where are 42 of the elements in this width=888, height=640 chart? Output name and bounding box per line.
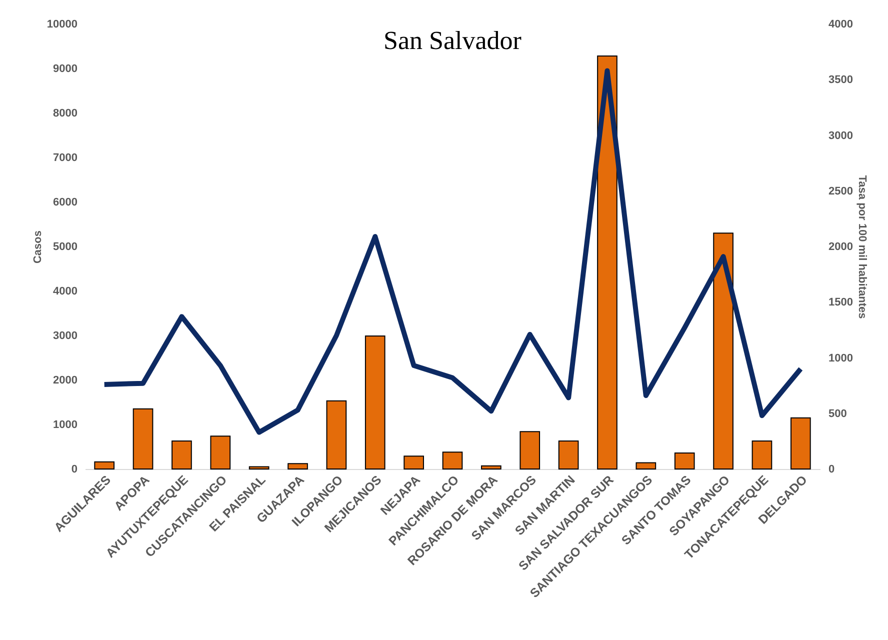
y2-tick-label: 3500 bbox=[828, 74, 853, 86]
y2-tick-label: 500 bbox=[828, 408, 847, 420]
bar bbox=[172, 440, 192, 470]
y-tick-label: 4000 bbox=[53, 286, 78, 298]
y-tick-label: 9000 bbox=[53, 63, 78, 75]
y-tick-label: 5000 bbox=[53, 241, 78, 253]
y-tick-label: 0 bbox=[71, 464, 78, 476]
y-tick-label: 2000 bbox=[53, 374, 78, 386]
bar bbox=[442, 452, 463, 470]
bar bbox=[94, 461, 115, 470]
bar bbox=[752, 440, 772, 470]
bar bbox=[288, 463, 308, 470]
bar bbox=[636, 462, 656, 470]
bar bbox=[558, 440, 579, 470]
bar bbox=[132, 408, 154, 470]
bar bbox=[674, 452, 695, 470]
bar bbox=[364, 335, 386, 470]
y-tick-label: 10000 bbox=[46, 18, 78, 30]
bar bbox=[713, 232, 734, 470]
bar bbox=[404, 456, 424, 470]
y-tick-label: 8000 bbox=[53, 108, 78, 120]
y-tick-label: 3000 bbox=[53, 330, 78, 342]
bar bbox=[790, 417, 811, 470]
bar bbox=[248, 466, 270, 470]
y-axis-title: Casos bbox=[32, 230, 44, 264]
bar bbox=[597, 56, 618, 470]
bar bbox=[481, 465, 502, 470]
y-tick-label: 7000 bbox=[53, 152, 78, 164]
y2-tick-label: 0 bbox=[828, 464, 835, 476]
y2-tick-label: 4000 bbox=[828, 18, 853, 30]
y2-axis-title: Tasa por 100 mil habitantes bbox=[856, 175, 868, 319]
y2-tick-label: 1500 bbox=[828, 296, 853, 309]
y-tick-label: 1000 bbox=[53, 419, 78, 431]
y2-tick-label: 2000 bbox=[828, 241, 853, 253]
bar bbox=[520, 431, 540, 470]
bar bbox=[210, 436, 231, 470]
chart-title: San Salvador bbox=[384, 26, 522, 55]
y2-tick-label: 2500 bbox=[828, 185, 853, 198]
bar bbox=[326, 400, 347, 470]
y2-tick-label: 1000 bbox=[828, 352, 853, 364]
y2-tick-label: 3000 bbox=[828, 130, 853, 142]
y-tick-label: 6000 bbox=[53, 196, 78, 208]
